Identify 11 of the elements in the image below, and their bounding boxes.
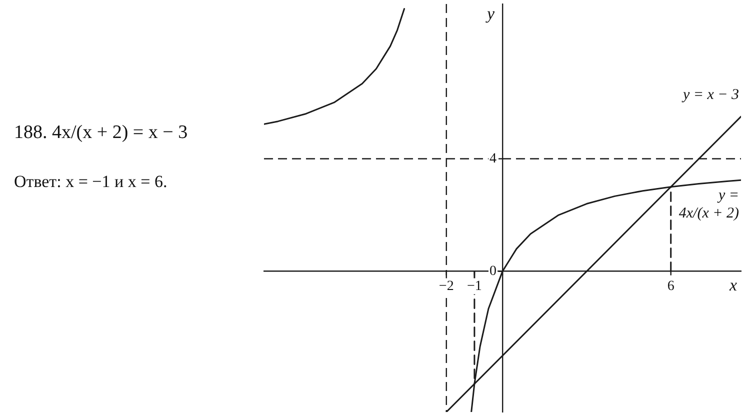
y-tick-label: 0 bbox=[490, 264, 496, 279]
series-label: y = x − 3 bbox=[680, 86, 739, 103]
x-tick-label: −1 bbox=[466, 278, 482, 294]
x-tick-label: 6 bbox=[667, 278, 674, 294]
text: Ответ: x = −1 и x = 6. bbox=[14, 172, 168, 192]
x-axis-title: x bbox=[728, 275, 738, 294]
series-label: y = 4x/(x + 2) bbox=[678, 188, 739, 222]
y-tick-label: 4 bbox=[490, 151, 496, 166]
y-axis-title: y bbox=[484, 4, 495, 23]
x-tick-label: −2 bbox=[438, 278, 454, 294]
text: 188. 4x/(x + 2) = x − 3 bbox=[14, 122, 188, 144]
